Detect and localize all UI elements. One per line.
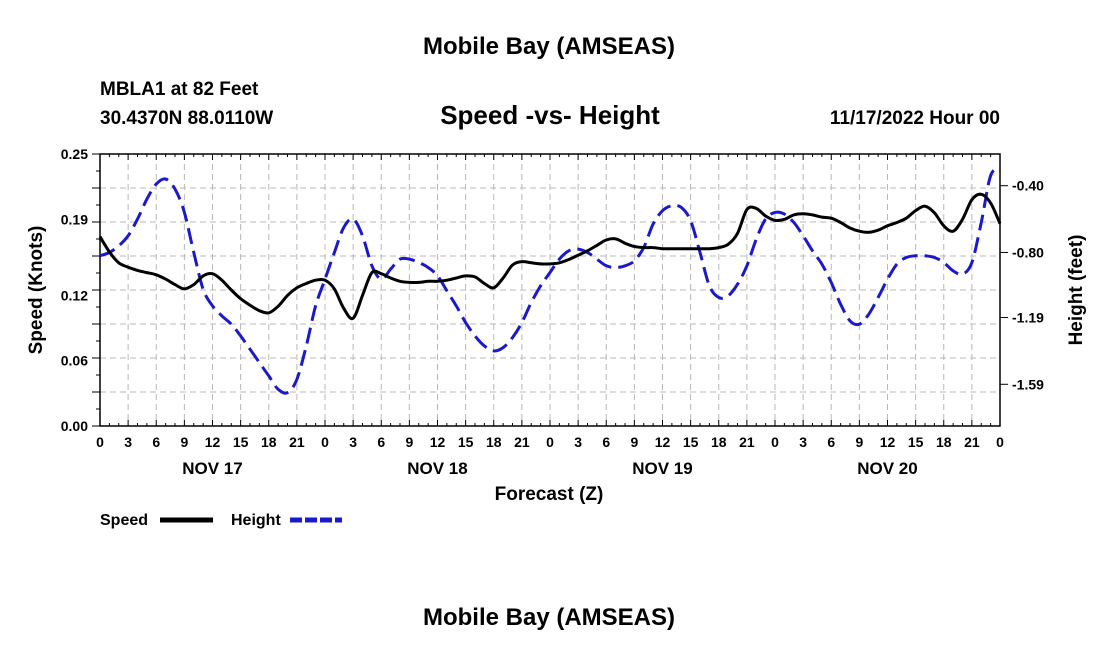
chart-subtitle: Speed -vs- Height [440, 100, 660, 130]
x-tick-label: 21 [289, 434, 305, 450]
x-tick-label: 6 [152, 434, 160, 450]
y2-tick-label: -1.59 [1012, 376, 1044, 392]
x-tick-label: 18 [486, 434, 502, 450]
x-tick-label: 6 [602, 434, 610, 450]
x-tick-label: 0 [996, 434, 1004, 450]
x-tick-label: 12 [655, 434, 671, 450]
y2-tick-label: -0.40 [1012, 178, 1044, 194]
date-label: NOV 18 [407, 459, 467, 478]
speed-series-line [98, 192, 1002, 321]
date-label: NOV 17 [182, 459, 242, 478]
x-tick-label: 0 [771, 434, 779, 450]
x-tick-label: 18 [936, 434, 952, 450]
legend: Speed Height [100, 512, 342, 529]
x-tick-label: 0 [96, 434, 104, 450]
x-tick-label: 3 [799, 434, 807, 450]
date-label: NOV 19 [632, 459, 692, 478]
x-tick-label: 0 [546, 434, 554, 450]
x-tick-label: 9 [405, 434, 413, 450]
y-axis-title: Speed (Knots) [26, 226, 47, 355]
footer-title: Mobile Bay (AMSEAS) [423, 604, 675, 631]
legend-speed-label: Speed [100, 512, 148, 529]
station-label: MBLA1 at 82 Feet [100, 79, 259, 100]
y-tick-label: 0.00 [61, 418, 88, 434]
datetime-label: 11/17/2022 Hour 00 [830, 108, 1000, 129]
y2-axis-title: Height (feet) [1066, 235, 1087, 346]
x-tick-label: 3 [349, 434, 357, 450]
x-tick-label: 9 [180, 434, 188, 450]
y2-tick-label: -0.80 [1012, 244, 1044, 260]
x-tick-label: 3 [124, 434, 132, 450]
x-tick-label: 15 [458, 434, 474, 450]
date-label: NOV 20 [857, 459, 917, 478]
x-tick-label: 21 [739, 434, 755, 450]
series-lines [98, 167, 1002, 395]
axis-ticks: 0 3 6 9 12 15 18 21 0 3 6 9 12 15 18 21 0 3 6 9 12 15 18 21 0 3 6 9… [61, 146, 1044, 478]
main-title: Mobile Bay (AMSEAS) [423, 33, 675, 60]
x-tick-label: 0 [321, 434, 329, 450]
grid [100, 154, 1000, 426]
x-tick-label: 9 [855, 434, 863, 450]
x-tick-label: 15 [683, 434, 699, 450]
x-tick-label: 15 [908, 434, 924, 450]
x-tick-label: 21 [514, 434, 530, 450]
y-tick-label: 0.12 [61, 287, 88, 303]
coords-label: 30.4370N 88.0110W [100, 108, 273, 129]
y-tick-label: 0.06 [61, 353, 88, 369]
x-tick-label: 9 [630, 434, 638, 450]
x-tick-label: 18 [711, 434, 727, 450]
x-tick-label: 12 [430, 434, 446, 450]
legend-height-label: Height [231, 512, 281, 529]
x-tick-label: 6 [377, 434, 385, 450]
x-tick-label: 12 [205, 434, 221, 450]
x-tick-label: 15 [233, 434, 249, 450]
x-tick-label: 21 [964, 434, 980, 450]
x-tick-label: 18 [261, 434, 277, 450]
height-series-line [99, 167, 1001, 395]
y2-tick-label: -1.19 [1012, 310, 1044, 326]
x-tick-label: 6 [827, 434, 835, 450]
y-tick-label: 0.19 [61, 211, 88, 227]
y-tick-label: 0.25 [61, 146, 88, 162]
x-axis-title: Forecast (Z) [495, 484, 604, 505]
x-tick-label: 12 [880, 434, 896, 450]
x-tick-label: 3 [574, 434, 582, 450]
